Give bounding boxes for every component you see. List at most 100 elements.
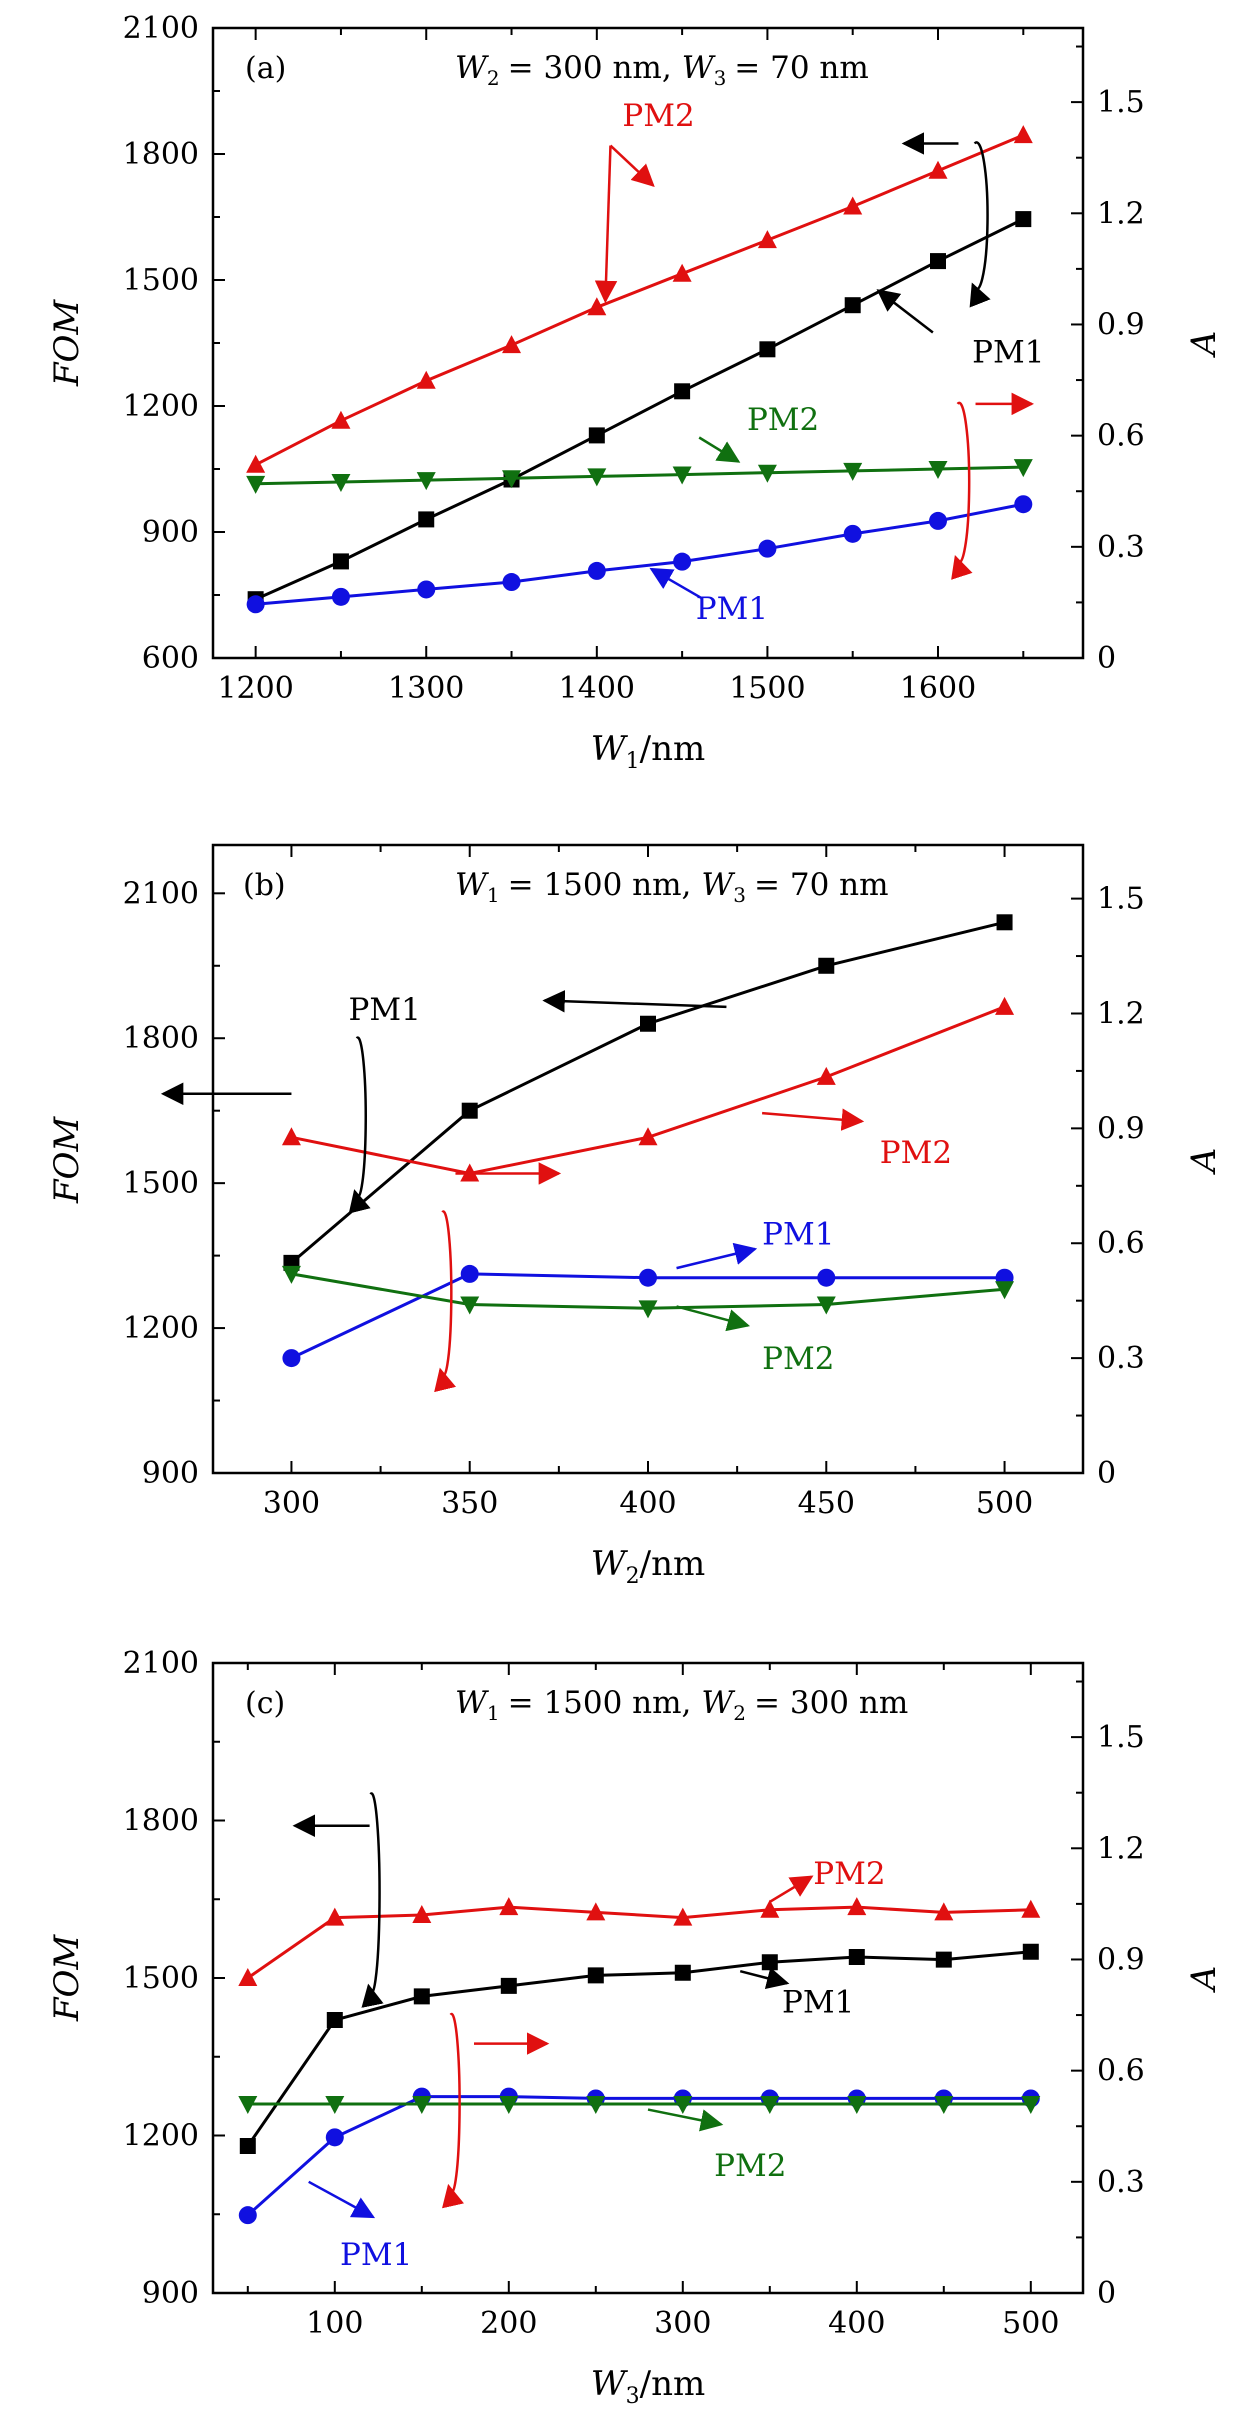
y-tick-label-left: 1500 bbox=[123, 263, 199, 298]
panel-a: 1200 1300 1400 1500 1600 600 900 1200 1500 1800 21… bbox=[47, 11, 1224, 774]
x-tick-label: 300 bbox=[263, 1486, 320, 1521]
series-annotation-arrow bbox=[739, 1967, 790, 1990]
data-point-pm2-fom bbox=[499, 1897, 519, 1916]
data-point-pm2-a bbox=[325, 2096, 345, 2114]
x-tick-label: 100 bbox=[306, 2306, 363, 2341]
data-point-pm2-fom bbox=[757, 230, 777, 249]
data-point-pm1-fom bbox=[640, 1015, 656, 1032]
y-tick-label-right: 1.5 bbox=[1097, 1720, 1145, 1755]
y-tick-label-right: 0.9 bbox=[1097, 1111, 1145, 1146]
y-tick-label-right: 0.6 bbox=[1097, 1226, 1145, 1261]
layer-b: 300 350 400 450 500 900 1200 1500 1800 2100 0 0.3 0.… bbox=[123, 845, 1145, 1521]
data-point-pm2-a bbox=[502, 470, 522, 489]
series-line-pm1-fom bbox=[290, 920, 1005, 1265]
data-point-pm2-a bbox=[586, 2096, 606, 2114]
data-point-pm2-fom bbox=[412, 1905, 432, 1923]
y-tick-label-left: 1800 bbox=[123, 1804, 199, 1839]
data-point-pm1-fom bbox=[461, 1102, 478, 1119]
data-point-pm1-a bbox=[929, 511, 947, 530]
data-point-pm1-a bbox=[843, 524, 862, 543]
series-annotation-label: PM2 bbox=[622, 98, 694, 134]
y-tick-label-left: 1200 bbox=[123, 2119, 199, 2154]
data-point-pm1-a bbox=[417, 580, 436, 599]
series-annotation-arrow bbox=[698, 436, 741, 463]
panel-header-a: W2 = 300 nm, W3 = 70 nm bbox=[455, 50, 869, 90]
y-axis-title-right-a: A bbox=[1184, 331, 1224, 359]
layer-c: 100 200 300 400 500 900 1200 1500 1800 2100 0 0.3 0.… bbox=[123, 1646, 1145, 2341]
series-annotation-arrow bbox=[594, 145, 618, 304]
data-point-pm1-fom bbox=[848, 1949, 865, 1965]
data-point-pm1-a bbox=[639, 1268, 657, 1287]
data-point-pm2-fom bbox=[934, 1902, 954, 1921]
data-point-pm2-fom bbox=[928, 160, 948, 179]
y-tick-label-left: 1500 bbox=[123, 1961, 199, 1996]
y-tick-label-right: 1.5 bbox=[1097, 85, 1145, 120]
data-point-pm2-a bbox=[673, 2096, 693, 2114]
data-point-pm2-fom bbox=[1021, 1899, 1041, 1918]
x-tick-label: 400 bbox=[619, 1486, 676, 1521]
data-point-pm1-fom bbox=[418, 511, 435, 528]
series-line-pm2-fom bbox=[246, 1905, 1031, 1980]
x-tick-label: 200 bbox=[480, 2306, 537, 2341]
series-annotation-label: PM2 bbox=[813, 1856, 885, 1892]
data-point-pm2-a bbox=[281, 1265, 301, 1284]
data-point-pm1-a bbox=[282, 1349, 301, 1368]
series-line-pm1-a bbox=[255, 502, 1024, 606]
data-point-pm2-fom bbox=[586, 1902, 606, 1921]
data-point-pm1-a bbox=[758, 539, 777, 558]
series-line-pm1-fom bbox=[246, 1950, 1031, 2147]
series-annotation-arrow bbox=[542, 990, 727, 1013]
y-tick-label-right: 0.3 bbox=[1097, 530, 1145, 565]
series-annotation-label: PM2 bbox=[747, 402, 819, 438]
x-tick-label: 1500 bbox=[729, 671, 805, 706]
data-point-pm1-a bbox=[817, 1268, 836, 1287]
data-point-pm2-a bbox=[246, 475, 266, 494]
data-point-pm2-a bbox=[1013, 459, 1033, 478]
panel-header-c: W1 = 1500 nm, W2 = 300 nm bbox=[455, 1685, 908, 1725]
y-tick-label-right: 0.9 bbox=[1097, 307, 1145, 342]
series-annotation-label: PM2 bbox=[714, 2148, 786, 2184]
axis-indicator-loop bbox=[434, 1210, 457, 1393]
data-point-pm2-a bbox=[238, 2096, 258, 2114]
y-tick-label-left: 900 bbox=[142, 1456, 199, 1491]
x-axis-title-b: W2/nm bbox=[591, 1544, 706, 1589]
data-point-pm2-a bbox=[638, 1300, 658, 1319]
data-point-pm2-fom bbox=[502, 335, 522, 354]
y-axis-title-left-a: FOM bbox=[47, 299, 87, 387]
data-point-pm2-a bbox=[757, 464, 777, 483]
data-point-pm1-a bbox=[331, 587, 350, 606]
data-point-pm1-fom bbox=[239, 2138, 256, 2154]
data-point-pm1-fom bbox=[674, 383, 691, 400]
panel-c: 100 200 300 400 500 900 1200 1500 1800 2100 0 0.3 0.… bbox=[47, 1646, 1224, 2409]
series-annotation-label: PM1 bbox=[340, 2237, 412, 2273]
series-line-pm1-fom bbox=[254, 217, 1024, 601]
data-point-pm2-a bbox=[416, 472, 436, 491]
data-point-pm2-fom bbox=[1013, 125, 1033, 144]
data-point-pm2-a bbox=[995, 1281, 1015, 1300]
axis-indicator-loop bbox=[442, 2012, 465, 2209]
axis-indicator-loop bbox=[348, 1036, 371, 1214]
x-tick-label: 1300 bbox=[388, 671, 464, 706]
y-tick-label-left: 2100 bbox=[123, 11, 199, 46]
panel-label-a: (a) bbox=[245, 51, 286, 86]
y-tick-label-right: 0 bbox=[1097, 2276, 1116, 2311]
data-point-pm1-a bbox=[673, 552, 692, 571]
series-annotation-arrow bbox=[649, 567, 704, 600]
data-point-pm2-fom bbox=[995, 996, 1015, 1015]
y-axis-title-right-c: A bbox=[1184, 1966, 1224, 1994]
series-annotation-arrow bbox=[609, 144, 655, 188]
data-point-pm2-a bbox=[928, 461, 948, 479]
data-point-pm2-a bbox=[460, 1296, 480, 1315]
data-point-pm2-a bbox=[816, 1296, 836, 1315]
data-point-pm1-fom bbox=[587, 1967, 604, 1984]
data-point-pm2-a bbox=[847, 2096, 867, 2114]
data-point-pm1-a bbox=[238, 2206, 257, 2225]
data-point-pm2-a bbox=[934, 2096, 954, 2114]
data-point-pm2-fom bbox=[325, 1907, 345, 1926]
y-tick-label-left: 600 bbox=[142, 641, 199, 676]
axis-indicator-loop bbox=[361, 1792, 384, 2008]
series-annotation-arrow bbox=[876, 289, 934, 334]
data-point-pm2-fom bbox=[760, 1899, 780, 1918]
series-annotation-label: PM2 bbox=[880, 1135, 952, 1171]
